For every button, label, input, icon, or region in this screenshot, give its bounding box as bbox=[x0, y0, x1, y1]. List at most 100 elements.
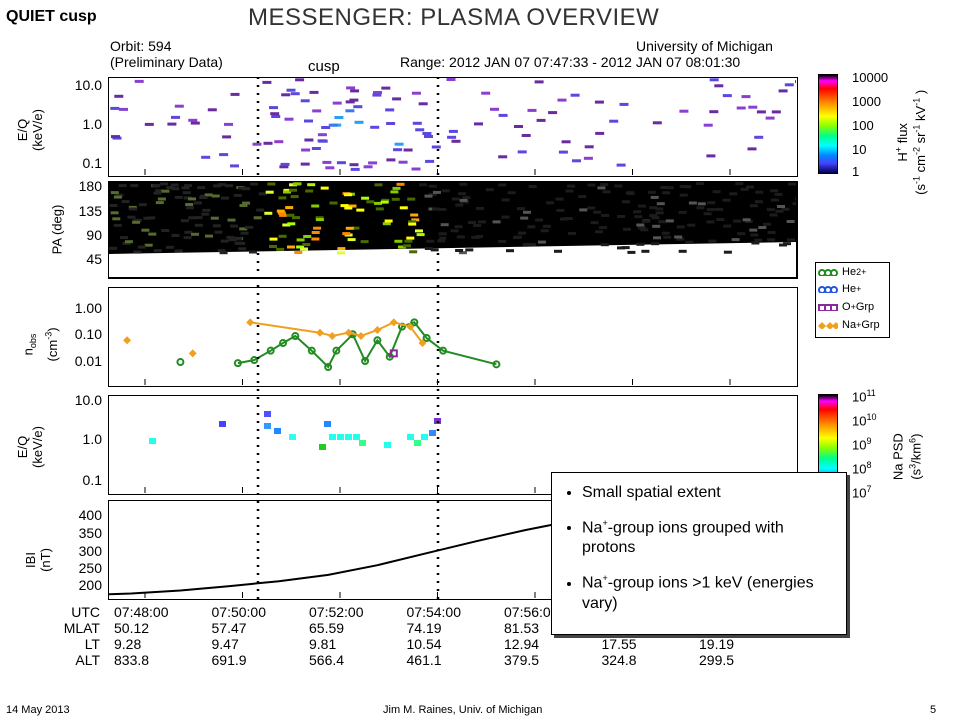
pa-cell bbox=[374, 201, 382, 205]
pa-cell bbox=[199, 196, 208, 199]
pa-cell bbox=[564, 217, 573, 220]
utc-value: 07:50:00 bbox=[211, 604, 267, 620]
pa-cell bbox=[600, 243, 609, 247]
pa-cell bbox=[476, 207, 484, 210]
pa-cell bbox=[522, 242, 531, 246]
pa-cell bbox=[506, 249, 514, 253]
pa-cell bbox=[292, 182, 301, 186]
pa-cell bbox=[501, 215, 510, 219]
density-point-he bbox=[332, 346, 341, 355]
spectrogram-cell bbox=[741, 95, 751, 99]
pa-cell bbox=[320, 186, 329, 190]
spectrogram-cell bbox=[252, 142, 262, 146]
pa-cell bbox=[404, 239, 413, 243]
spectrogram-cell bbox=[754, 135, 764, 139]
pa-cell bbox=[590, 221, 599, 225]
legend-item-he2: He 2+ bbox=[818, 264, 866, 280]
pa-cell bbox=[292, 216, 300, 220]
density-point-o bbox=[389, 349, 398, 358]
pa-cell bbox=[184, 184, 193, 188]
spectrogram-cell bbox=[171, 115, 180, 119]
pa-cell bbox=[731, 238, 740, 242]
spectrogram-cell bbox=[446, 78, 456, 81]
spectrogram-cell bbox=[521, 134, 531, 137]
orbit-label: Orbit: 594 bbox=[110, 38, 172, 54]
pa-cell bbox=[600, 183, 609, 187]
na-psd-cell bbox=[414, 440, 421, 446]
spectrogram-cell bbox=[498, 155, 508, 159]
pa-cell bbox=[540, 229, 549, 233]
p3-tick-001: 0.01 bbox=[74, 353, 102, 369]
spectrogram-cell bbox=[536, 118, 546, 122]
spectrogram-cell bbox=[345, 100, 355, 104]
pa-cell bbox=[637, 204, 646, 208]
spectrogram-cell bbox=[411, 91, 421, 95]
pa-cell bbox=[729, 192, 738, 196]
spectrogram-cell bbox=[230, 92, 240, 96]
pa-cell bbox=[749, 228, 758, 232]
pa-cell bbox=[166, 186, 175, 190]
spectrogram-cell bbox=[778, 89, 788, 93]
pa-cell bbox=[394, 239, 403, 243]
pa-cell bbox=[249, 250, 257, 254]
p1-tick-1: 1.0 bbox=[82, 116, 102, 132]
density-point-na bbox=[418, 339, 427, 348]
density-point-na bbox=[123, 336, 132, 345]
pa-cell bbox=[253, 216, 262, 220]
spectrogram-cell bbox=[748, 105, 758, 109]
pa-cell bbox=[614, 184, 623, 188]
pa-cell bbox=[507, 191, 516, 195]
density-point-he bbox=[373, 336, 382, 345]
pa-cell bbox=[733, 219, 742, 223]
pa-cell bbox=[155, 201, 164, 205]
spectrogram-cell bbox=[448, 129, 458, 133]
spectrogram-cell bbox=[111, 135, 120, 139]
pa-cell bbox=[787, 182, 796, 186]
pa-cell bbox=[775, 209, 784, 213]
pa-cell bbox=[462, 196, 471, 200]
pa-cell bbox=[340, 204, 349, 208]
spectrogram-cell bbox=[345, 109, 355, 113]
spectrogram-cell bbox=[534, 80, 544, 84]
pa-cell bbox=[696, 182, 705, 186]
footer-author: Jim M. Raines, Univ. of Michigan bbox=[383, 704, 543, 716]
spectrogram-cell bbox=[112, 136, 122, 140]
pa-cell bbox=[424, 194, 433, 198]
density-point-na bbox=[389, 318, 398, 327]
pa-cell bbox=[180, 219, 189, 223]
density-canvas bbox=[123, 318, 731, 385]
na-psd-cell bbox=[345, 434, 352, 440]
pa-cell bbox=[239, 227, 248, 231]
pa-cell bbox=[269, 237, 278, 241]
spectrogram-cell bbox=[271, 115, 281, 118]
pa-cell bbox=[337, 247, 346, 251]
pa-cell bbox=[182, 191, 191, 195]
pa-cell bbox=[454, 225, 463, 229]
pa-cell bbox=[410, 213, 419, 217]
pa-cell bbox=[440, 223, 449, 227]
note-item: Na+-group ions grouped with protons bbox=[582, 513, 836, 558]
pa-cell bbox=[305, 189, 314, 193]
pa-cell bbox=[265, 190, 274, 194]
p2-tick-135: 135 bbox=[78, 203, 102, 219]
panel-pitch-angle bbox=[108, 181, 803, 279]
pa-cell bbox=[723, 250, 732, 254]
pa-cell bbox=[712, 190, 721, 194]
pa-cell bbox=[622, 200, 630, 204]
pa-cell bbox=[356, 208, 365, 212]
pa-cell bbox=[110, 191, 119, 195]
spectrogram-cell bbox=[224, 122, 233, 126]
spectrogram-cell bbox=[474, 122, 483, 126]
pa-cell bbox=[210, 216, 219, 220]
spectrogram-cell bbox=[514, 125, 523, 128]
density-point-na bbox=[246, 318, 255, 327]
pa-cell bbox=[276, 209, 285, 213]
pa-cell bbox=[527, 225, 536, 229]
pa-cell bbox=[170, 183, 179, 187]
pa-cell bbox=[279, 213, 288, 217]
na-psd-cell bbox=[264, 411, 271, 417]
footer-date: 14 May 2013 bbox=[6, 704, 70, 716]
legend-item-nagrp: Na + Grp bbox=[818, 317, 880, 333]
p5-tick-400: 400 bbox=[78, 507, 102, 523]
pa-cell bbox=[653, 236, 661, 240]
